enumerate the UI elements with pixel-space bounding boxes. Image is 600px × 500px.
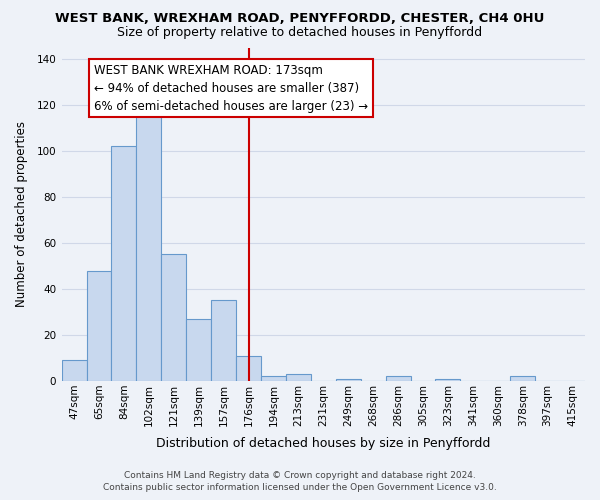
Bar [336, 378, 361, 381]
Bar [386, 376, 410, 381]
Bar [510, 376, 535, 381]
X-axis label: Distribution of detached houses by size in Penyffordd: Distribution of detached houses by size … [156, 437, 491, 450]
Bar [186, 319, 211, 381]
Bar [261, 376, 286, 381]
Y-axis label: Number of detached properties: Number of detached properties [15, 121, 28, 307]
Bar [112, 146, 136, 381]
Bar [211, 300, 236, 381]
Bar [136, 116, 161, 381]
Bar [161, 254, 186, 381]
Bar [86, 270, 112, 381]
Text: WEST BANK, WREXHAM ROAD, PENYFFORDD, CHESTER, CH4 0HU: WEST BANK, WREXHAM ROAD, PENYFFORDD, CHE… [55, 12, 545, 26]
Text: Size of property relative to detached houses in Penyffordd: Size of property relative to detached ho… [118, 26, 482, 39]
Bar [236, 356, 261, 381]
Text: Contains HM Land Registry data © Crown copyright and database right 2024.
Contai: Contains HM Land Registry data © Crown c… [103, 471, 497, 492]
Bar [62, 360, 86, 381]
Bar [436, 378, 460, 381]
Bar [286, 374, 311, 381]
Text: WEST BANK WREXHAM ROAD: 173sqm
← 94% of detached houses are smaller (387)
6% of : WEST BANK WREXHAM ROAD: 173sqm ← 94% of … [94, 64, 368, 112]
